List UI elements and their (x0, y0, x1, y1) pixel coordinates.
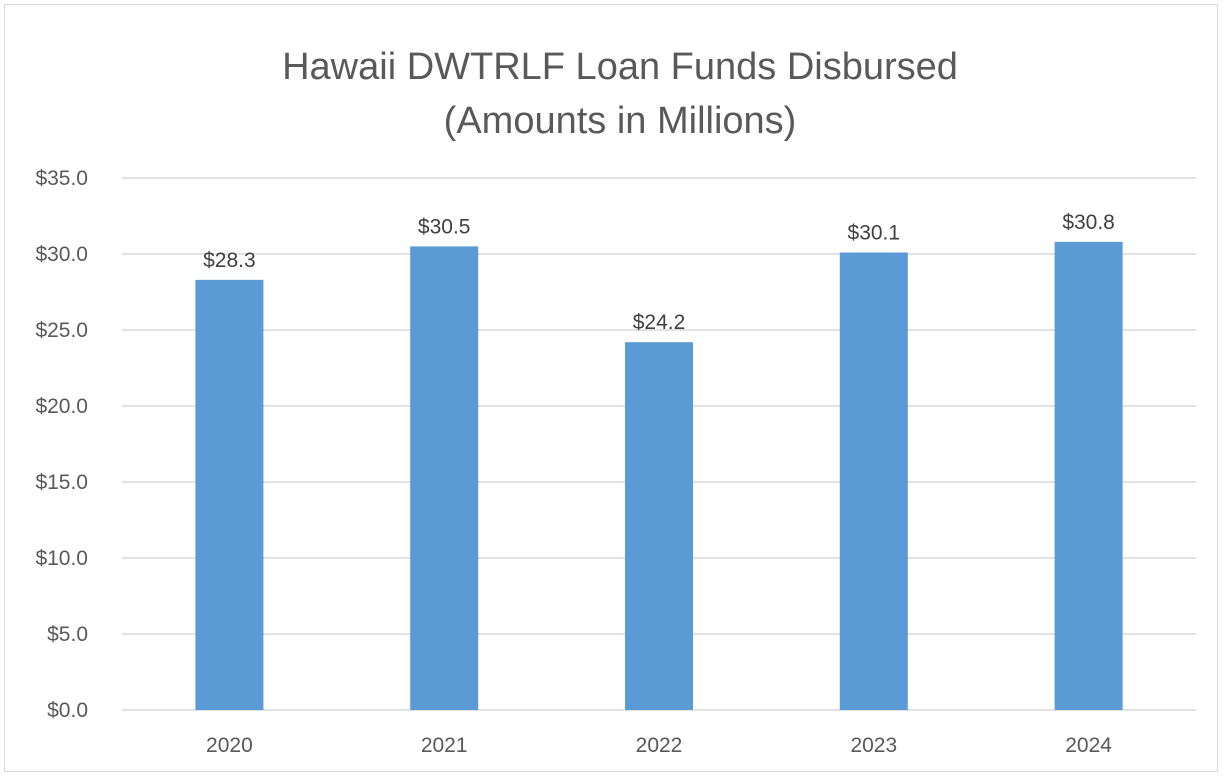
bar-2024 (1054, 241, 1123, 710)
bar-2022 (625, 342, 693, 710)
data-label: $30.5 (418, 215, 471, 238)
x-tick-label: 2021 (421, 734, 468, 757)
data-label: $24.2 (633, 311, 686, 334)
chart-title-line: Hawaii DWTRLF Loan Funds Disbursed (282, 46, 958, 88)
data-label: $30.8 (1062, 211, 1115, 234)
x-tick-label: 2022 (636, 734, 683, 757)
chart-subtitle-line: (Amounts in Millions) (443, 100, 797, 142)
chart-title: Hawaii DWTRLF Loan Funds Disbursed (Amou… (0, 40, 1225, 148)
y-tick-label: $20.0 (35, 395, 88, 418)
x-tick-label: 2023 (850, 734, 897, 757)
y-tick-label: $15.0 (35, 471, 88, 494)
y-tick-label: $0.0 (47, 699, 88, 722)
y-tick-label: $35.0 (35, 167, 88, 190)
y-tick-label: $25.0 (35, 319, 88, 342)
bar-2021 (410, 246, 479, 710)
y-tick-label: $10.0 (35, 547, 88, 570)
axes: $0.0 $5.0 $10.0 $15.0 $20.0 $25.0 $30.0 $35.0 20… (35, 167, 1112, 757)
x-tick-label: 2024 (1065, 734, 1112, 757)
y-tick-label: $5.0 (47, 623, 88, 646)
bar-2020 (195, 279, 264, 710)
y-tick-label: $30.0 (35, 243, 88, 266)
data-label: $28.3 (203, 249, 256, 272)
x-tick-label: 2020 (206, 734, 253, 757)
bars: $28.3 $30.5 $24.2 $30.1 $30.8 (195, 211, 1123, 711)
data-label: $30.1 (848, 221, 901, 244)
bar-2023 (839, 252, 908, 711)
